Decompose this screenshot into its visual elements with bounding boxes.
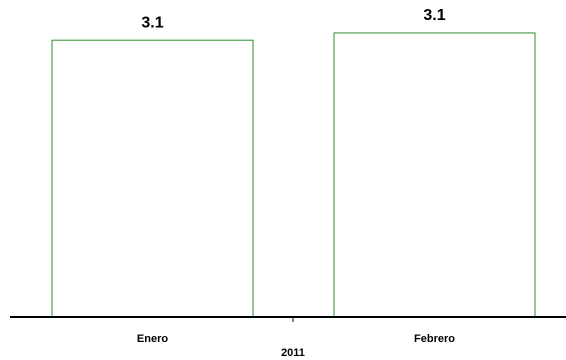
x-tick-label: Febrero xyxy=(414,333,455,345)
value-label: 3.1 xyxy=(423,7,445,24)
bar xyxy=(51,39,254,318)
bar xyxy=(333,32,536,318)
x-tick-label: Enero xyxy=(137,333,168,345)
value-label: 3.1 xyxy=(141,14,163,31)
group-label: 2011 xyxy=(281,347,305,359)
